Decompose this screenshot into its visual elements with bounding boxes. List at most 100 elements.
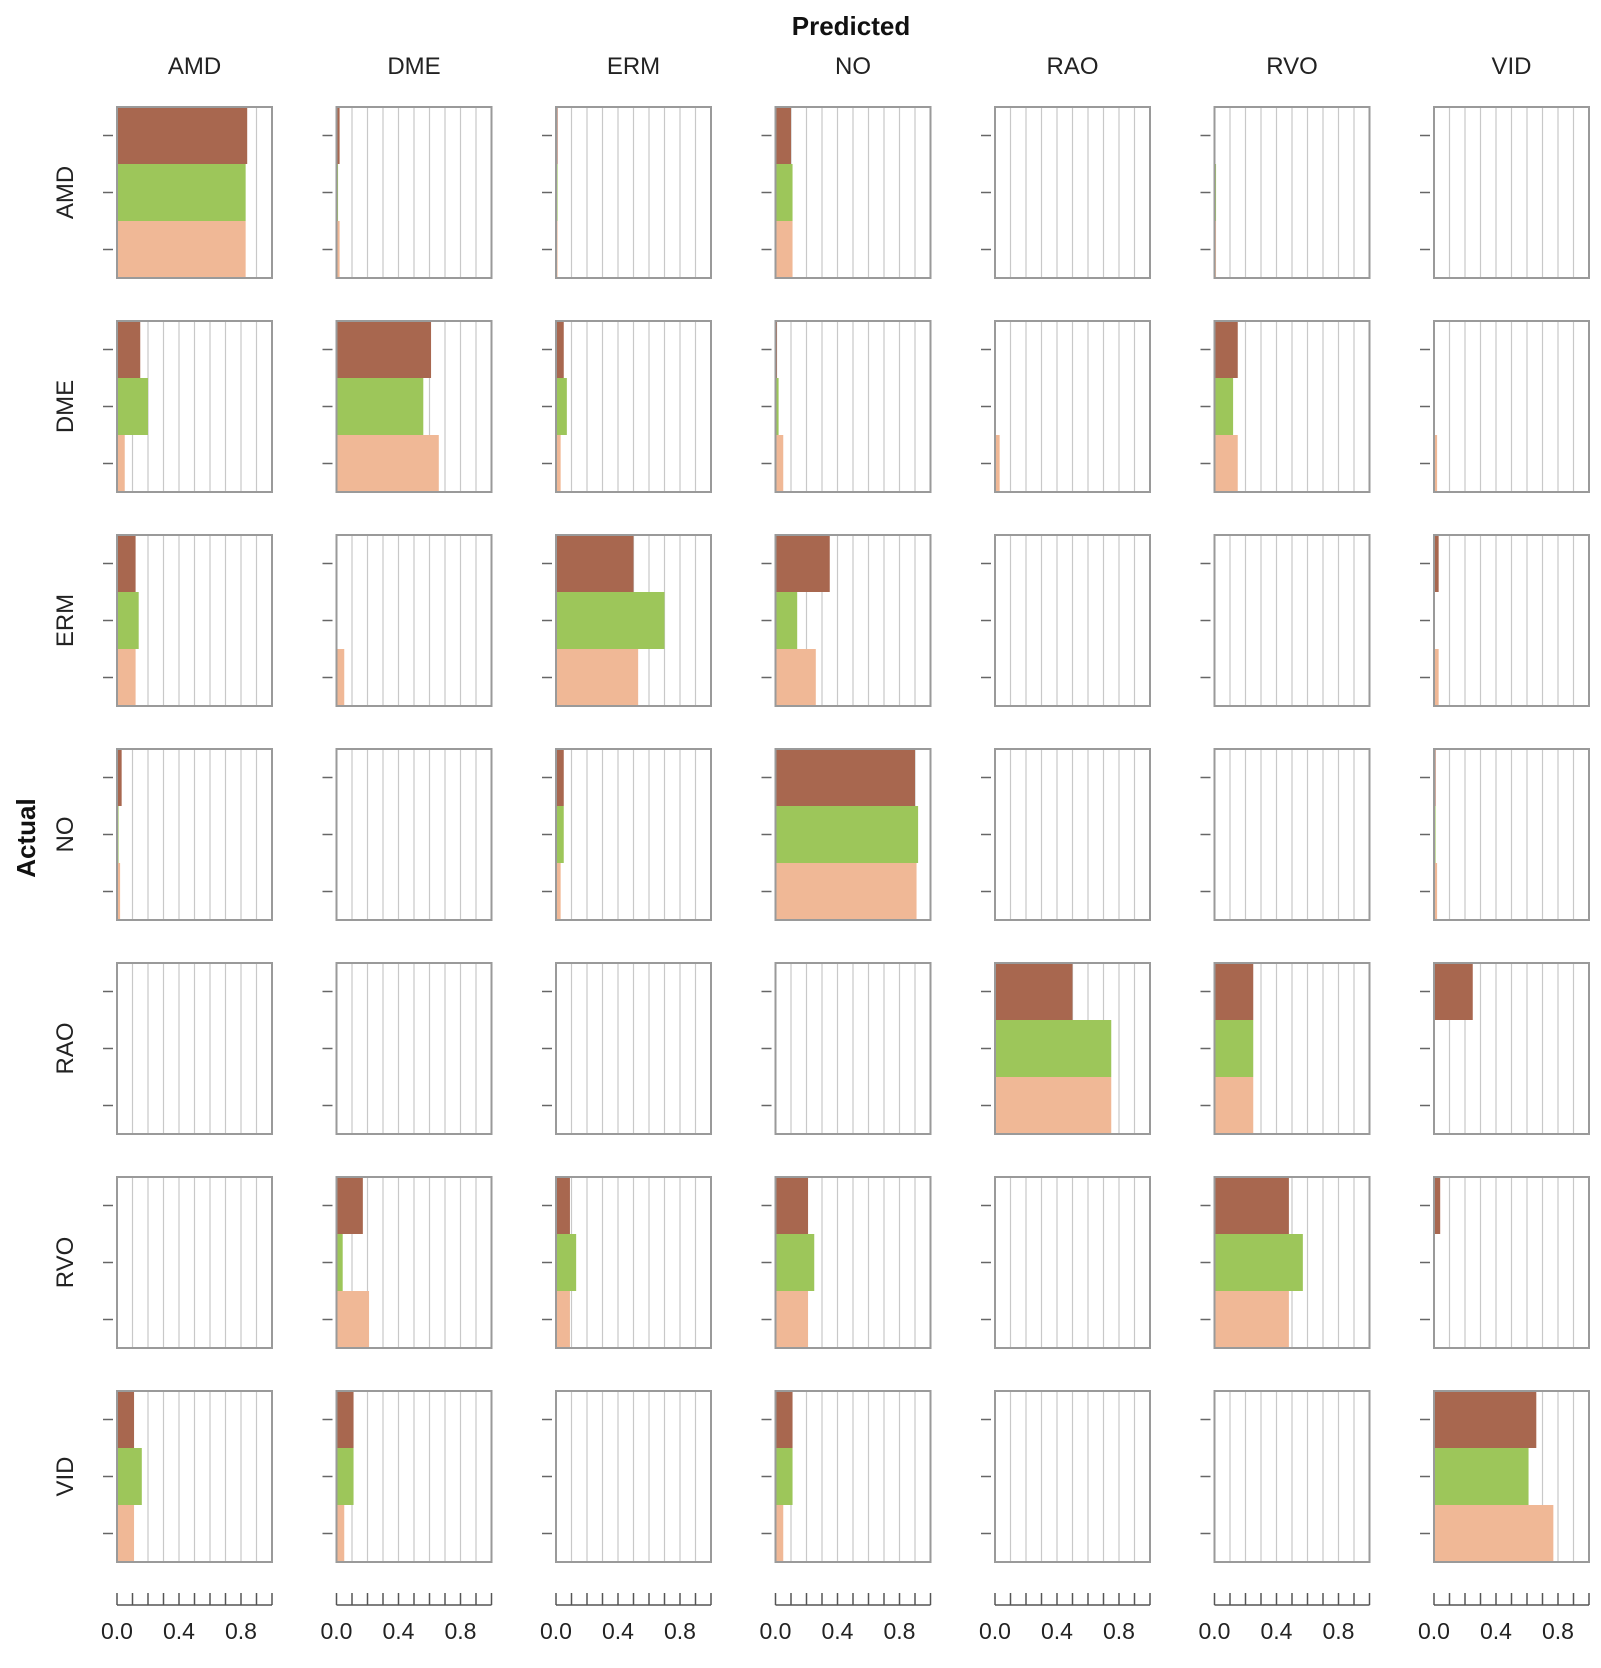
x-tick-label: 0.4 bbox=[383, 1618, 415, 1644]
bar-series-2 bbox=[117, 378, 148, 435]
row-label-rvo: RVO bbox=[52, 1237, 79, 1289]
panel-no-no bbox=[761, 748, 932, 921]
x-tick-label: 0.4 bbox=[163, 1618, 195, 1644]
panel-frame bbox=[1213, 534, 1371, 707]
bar-series-3 bbox=[336, 435, 439, 492]
panel-no-erm bbox=[542, 748, 712, 921]
panel-grid: AMD DME ERM NO RAO RVO VID AMD DME ERM NO RAO RVO VID… bbox=[52, 53, 1590, 1644]
panel-rvo-amd bbox=[103, 1176, 273, 1349]
panel-frame bbox=[994, 962, 1151, 1135]
bar-series-3 bbox=[1434, 1505, 1554, 1562]
panel-rvo-dme bbox=[322, 1176, 493, 1349]
bar-series-3 bbox=[556, 863, 561, 920]
panel-frame bbox=[116, 534, 273, 707]
x-tick-label: 0.0 bbox=[321, 1618, 353, 1644]
bar-series-3 bbox=[775, 435, 784, 492]
x-tick-label: 0.8 bbox=[1323, 1618, 1355, 1644]
bar-series-3 bbox=[556, 435, 561, 492]
bar-series-1 bbox=[1214, 1177, 1289, 1234]
panel-dme-rao bbox=[981, 320, 1151, 493]
panel-no-rao bbox=[981, 748, 1151, 921]
bar-series-1 bbox=[556, 535, 634, 592]
bar-series-2 bbox=[775, 592, 798, 649]
bar-series-1 bbox=[1434, 963, 1473, 1020]
bar-series-2 bbox=[775, 806, 919, 863]
panel-frame bbox=[1213, 1176, 1371, 1349]
panel-frame bbox=[335, 106, 493, 279]
bar-series-3 bbox=[1434, 649, 1439, 706]
panel-amd-rvo bbox=[1200, 106, 1371, 279]
panel-frame bbox=[1433, 1176, 1590, 1349]
bar-series-1 bbox=[775, 107, 791, 164]
panel-erm-dme bbox=[322, 534, 493, 707]
panel-dme-rvo bbox=[1200, 320, 1371, 493]
x-axis-no: 0.0 0.4 0.8 bbox=[760, 1593, 932, 1644]
panel-rvo-no bbox=[761, 1176, 932, 1349]
panel-amd-rao bbox=[981, 106, 1151, 279]
bar-series-3 bbox=[1214, 435, 1238, 492]
panel-rvo-erm bbox=[542, 1176, 712, 1349]
panel-vid-no bbox=[761, 1390, 932, 1563]
panel-frame bbox=[555, 962, 712, 1135]
bar-series-3 bbox=[775, 221, 793, 278]
bar-series-2 bbox=[775, 1448, 793, 1505]
panel-vid-erm bbox=[542, 1390, 712, 1563]
bar-series-3 bbox=[1214, 1077, 1254, 1134]
row-label-erm: ERM bbox=[52, 594, 79, 647]
column-label-erm: ERM bbox=[607, 53, 660, 80]
panel-frame bbox=[116, 1176, 273, 1349]
panel-rao-vid bbox=[1420, 962, 1590, 1135]
panel-no-dme bbox=[322, 748, 493, 921]
column-label-vid: VID bbox=[1491, 53, 1531, 80]
panel-frame bbox=[1433, 1390, 1590, 1563]
panel-rao-amd bbox=[103, 962, 273, 1135]
panel-amd-erm bbox=[542, 106, 712, 279]
panel-dme-amd bbox=[103, 320, 273, 493]
panel-frame bbox=[994, 534, 1151, 707]
panel-no-amd bbox=[103, 748, 273, 921]
bar-series-1 bbox=[556, 749, 564, 806]
panel-frame bbox=[1433, 106, 1590, 279]
bar-series-1 bbox=[117, 1391, 135, 1448]
x-tick-label: 0.4 bbox=[822, 1618, 854, 1644]
panel-vid-dme bbox=[322, 1390, 493, 1563]
panel-frame bbox=[555, 1176, 712, 1349]
x-tick-label: 0.8 bbox=[664, 1618, 696, 1644]
panel-rao-no bbox=[761, 962, 932, 1135]
panel-erm-rvo bbox=[1200, 534, 1371, 707]
panel-vid-vid bbox=[1420, 1390, 1590, 1563]
panel-amd-dme bbox=[322, 106, 493, 279]
bar-series-1 bbox=[1214, 963, 1254, 1020]
bar-series-3 bbox=[775, 649, 816, 706]
panel-frame bbox=[1213, 962, 1371, 1135]
panel-no-vid bbox=[1420, 748, 1590, 921]
panel-frame bbox=[116, 320, 273, 493]
bar-series-1 bbox=[556, 321, 564, 378]
bar-series-2 bbox=[1214, 378, 1234, 435]
panel-rao-dme bbox=[322, 962, 493, 1135]
bar-series-1 bbox=[336, 107, 340, 164]
row-label-dme: DME bbox=[52, 380, 79, 433]
bar-series-3 bbox=[117, 863, 121, 920]
panel-rao-rvo bbox=[1200, 962, 1371, 1135]
panel-frame bbox=[555, 106, 712, 279]
bar-series-3 bbox=[336, 1291, 370, 1348]
x-tick-label: 0.8 bbox=[1103, 1618, 1135, 1644]
bar-series-2 bbox=[556, 806, 564, 863]
column-label-dme: DME bbox=[387, 53, 440, 80]
bar-series-1 bbox=[995, 963, 1073, 1020]
panel-amd-no bbox=[761, 106, 932, 279]
panel-frame bbox=[335, 320, 493, 493]
panel-frame bbox=[555, 1390, 712, 1563]
bar-series-2 bbox=[995, 1020, 1112, 1077]
panel-erm-vid bbox=[1420, 534, 1590, 707]
bar-series-3 bbox=[117, 1505, 135, 1562]
panel-frame bbox=[994, 1390, 1151, 1563]
bar-series-2 bbox=[117, 1448, 142, 1505]
panel-frame bbox=[774, 320, 932, 493]
panel-frame bbox=[994, 106, 1151, 279]
x-tick-label: 0.8 bbox=[445, 1618, 477, 1644]
panel-vid-rvo bbox=[1200, 1390, 1371, 1563]
panel-rvo-rao bbox=[981, 1176, 1151, 1349]
bar-series-3 bbox=[1214, 1291, 1289, 1348]
